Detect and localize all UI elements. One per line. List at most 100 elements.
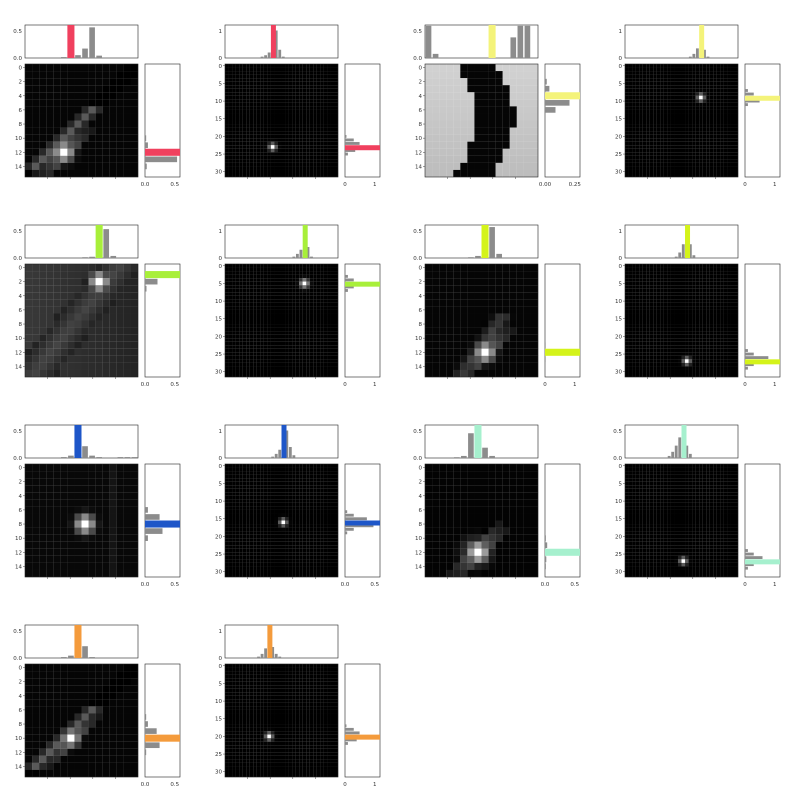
heatmap-cell [95,78,103,86]
heatmap-cell [663,162,668,167]
heatmap-cell [102,369,110,378]
heatmap-cell [635,316,640,321]
heatmap-cell [625,327,629,332]
heatmap-cell [116,306,124,314]
heatmap-frame [24,263,139,378]
top-hist-frame [24,224,139,259]
heatmap-cell [292,274,296,279]
heatmap-cell [488,334,496,342]
y-tick-label: 0 [219,64,223,70]
heatmap-cell [242,341,247,346]
heatmap-cell [327,345,331,349]
heatmap-cell [39,292,47,300]
heatmap-cell [32,334,40,342]
heatmap-cell [302,320,307,325]
heatmap-cell [625,159,629,163]
heatmap-cell [660,102,664,107]
heatmap-cell [677,173,682,178]
heatmap-cell [323,127,328,132]
heatmap-cell [235,162,240,167]
heatmap-cell [256,324,261,328]
heatmap-cell [670,278,675,282]
heatmap-cell [692,264,696,268]
heatmap-cell [225,92,229,96]
heatmap-cell [81,92,89,100]
heatmap-cell [316,127,321,132]
heatmap-cell [720,148,724,153]
heatmap-cell [256,302,261,307]
right-hist-bar [345,149,356,152]
heatmap-cell [334,309,339,314]
y-tick-label: 30 [215,370,222,376]
heatmap-cell [699,106,703,110]
heatmap-cell [299,338,303,342]
heatmap-cell [706,278,710,282]
heatmap-cell [274,295,279,300]
right-hist-frame [144,63,181,178]
heatmap-cell [235,116,240,121]
heatmap-cell [734,102,739,107]
heatmap-cell [667,148,671,153]
heatmap-cell [225,359,229,363]
heatmap-cell [53,348,61,356]
heatmap-cell [425,127,433,135]
heatmap-cell [225,85,229,89]
heatmap-cell [646,173,650,178]
heatmap-cell [425,362,433,370]
heatmap-cell [727,316,731,321]
heatmap-cell [646,92,650,96]
heatmap-cell [709,95,714,100]
heatmap-cell [74,78,82,86]
heatmap-cell [323,355,328,360]
heatmap-cell [116,71,124,79]
heatmap-cell [670,173,675,178]
heatmap-cell [309,281,314,286]
heatmap-cell [474,155,482,163]
heatmap-cell [635,99,640,103]
heatmap-cell [516,313,524,321]
heatmap-cell [639,74,643,79]
heatmap-cell [516,292,524,300]
heatmap-cell [323,88,328,93]
heatmap-cell [39,78,47,86]
heatmap-cell [288,313,293,318]
heatmap-cell [309,288,314,293]
heatmap-cell [720,274,724,279]
heatmap-cell [635,295,640,300]
heatmap-cell [670,327,675,332]
heatmap-cell [253,173,257,178]
heatmap-cell [667,99,671,103]
heatmap-cell [228,327,233,332]
heatmap-cell [653,99,657,103]
heatmap-cell [281,341,286,346]
heatmap-cell [474,127,482,135]
heatmap-cell [660,148,664,153]
heatmap-cell [625,288,629,293]
heatmap-cell [667,67,671,72]
heatmap-cell [306,373,310,378]
heatmap-cell [302,362,307,367]
heatmap-cell [667,134,671,139]
heatmap-cell [670,267,675,272]
heatmap-cell [439,292,447,300]
heatmap-cell [309,309,314,314]
heatmap-cell [232,162,236,167]
heatmap-cell [642,166,647,170]
heatmap-cell [685,271,689,275]
heatmap-cell [327,313,331,318]
heatmap-cell [256,309,261,314]
heatmap-cell [674,267,679,272]
heatmap-cell [285,113,289,118]
heatmap-cell [706,285,710,289]
heatmap-cell [727,64,731,68]
heatmap-cell [646,264,650,268]
heatmap-cell [628,288,633,293]
heatmap-cell [727,99,731,103]
heatmap-cell [256,306,261,310]
heatmap-cell [670,152,675,156]
heatmap-cell [639,113,643,118]
heatmap-cell [685,302,689,307]
heatmap-cell [446,155,454,163]
heatmap-cell [116,162,124,170]
heatmap-cell [632,81,636,86]
